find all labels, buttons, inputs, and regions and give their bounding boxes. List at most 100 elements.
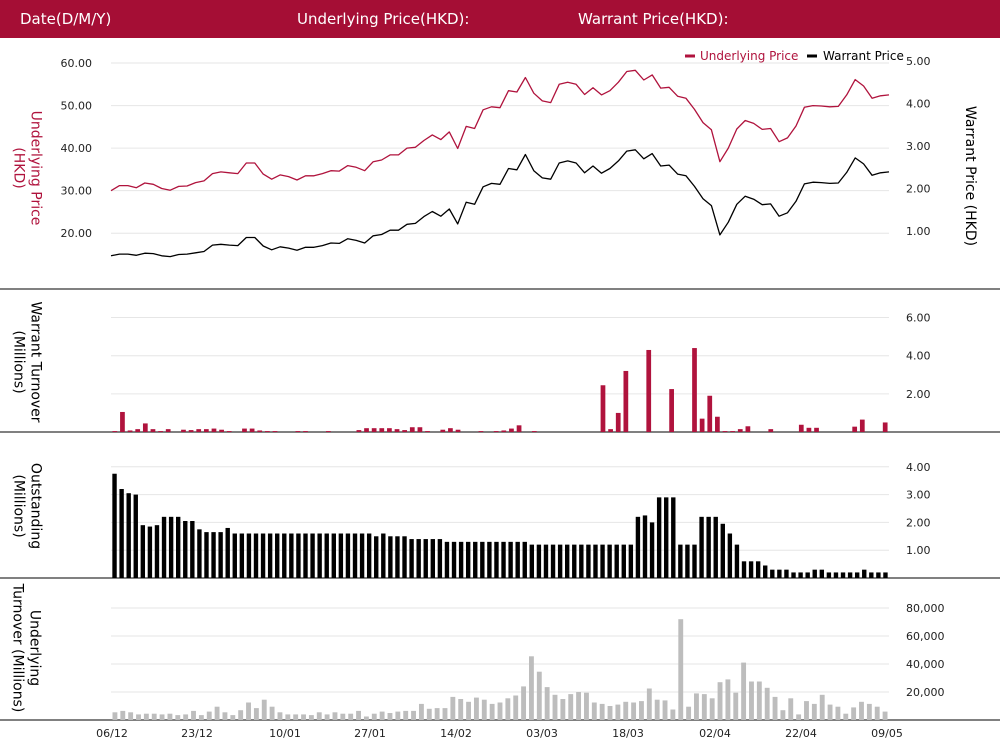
underlying-turnover-bar xyxy=(206,711,212,720)
outstanding-bar xyxy=(748,561,754,578)
header-bar: Date(D/M/Y) Underlying Price(HKD): Warra… xyxy=(0,0,1000,38)
x-tick-label: 02/04 xyxy=(699,727,731,740)
outstanding-bar xyxy=(246,533,252,578)
warrant-turnover-bar xyxy=(730,431,735,432)
underlying-turnover-bar xyxy=(434,708,440,720)
y-tick-label: 20,000 xyxy=(906,686,945,699)
underlying-turnover-bar xyxy=(733,692,739,720)
warrant-turnover-bar xyxy=(806,427,812,432)
outstanding-bar xyxy=(388,536,393,578)
y-left-tick-label: 30.00 xyxy=(61,185,93,198)
outstanding-bar xyxy=(480,541,485,578)
outstanding-bar xyxy=(374,536,379,578)
outstanding-bar xyxy=(557,544,563,578)
outstanding-bar xyxy=(275,533,280,578)
outstanding-bar xyxy=(352,533,358,578)
underlying-turnover-bar xyxy=(261,699,267,720)
warrant-turnover-bar xyxy=(142,423,148,432)
underlying-turnover-bar xyxy=(308,715,314,720)
underlying-turnover-bar xyxy=(631,702,637,720)
underlying-turnover-bar xyxy=(175,715,181,720)
warrant-turnover-bar xyxy=(249,428,255,432)
outstanding-bar xyxy=(741,561,747,578)
underlying-turnover-bar xyxy=(576,692,582,720)
warrant-chart: 20.00 30.00 40.00 50.00 60.00 1.00 2.00 3.00 4.0… xyxy=(0,49,1000,740)
outstanding-bar xyxy=(847,572,853,578)
outstanding-bar xyxy=(253,533,259,578)
warrant-turnover-bar xyxy=(417,427,423,432)
y-tick-label: 40,000 xyxy=(906,658,945,671)
warrant-turnover-bar xyxy=(158,431,163,432)
underlying-turnover-bar xyxy=(584,692,589,720)
warrant-turnover-bar xyxy=(745,426,751,432)
outstanding-bar xyxy=(727,533,733,578)
warrant-turnover-bar xyxy=(715,416,720,432)
y-right-tick-label: 1.00 xyxy=(906,225,931,238)
outstanding-bar xyxy=(154,525,160,578)
underlying-turnover-bar xyxy=(356,710,361,720)
underlying-turnover-bar xyxy=(717,682,723,720)
underlying-turnover-bar xyxy=(332,712,338,720)
outstanding-bar xyxy=(119,489,124,578)
outstanding-bar xyxy=(543,544,549,578)
underlying-turnover-bar xyxy=(473,697,479,720)
underlying-turnover-bar xyxy=(371,713,377,720)
outstanding-bar xyxy=(359,533,365,578)
underlying-turnover-bar xyxy=(843,713,849,720)
underlying-turnover-bar xyxy=(143,713,149,720)
outstanding-bar xyxy=(112,473,117,578)
outstanding-bar xyxy=(395,536,400,578)
underlying-turnover-bar xyxy=(222,712,228,720)
outstanding-bar xyxy=(854,572,860,578)
warrant-turnover-bar xyxy=(165,429,171,432)
outstanding-bar xyxy=(586,544,591,578)
underlying-turnover-bar xyxy=(301,714,306,720)
warrant-turnover-bar xyxy=(135,429,141,432)
x-tick-label: 14/02 xyxy=(440,727,472,740)
warrant-turnover-bar xyxy=(219,429,224,432)
x-tick-label: 22/04 xyxy=(785,727,817,740)
y-left-tick-label: 20.00 xyxy=(61,227,93,240)
warrant-turnover-bar xyxy=(814,427,819,432)
underlying-turnover-bar xyxy=(560,699,566,720)
x-tick-label: 03/03 xyxy=(526,727,558,740)
warrant-turnover-bar xyxy=(371,428,377,432)
outstanding-bar xyxy=(819,569,825,578)
warrant-turnover-bar xyxy=(623,370,629,432)
underlying-turnover-bar xyxy=(646,688,652,720)
warrant-turnover-bar xyxy=(722,431,728,432)
warrant-turnover-bar xyxy=(364,428,369,432)
outstanding-bar xyxy=(642,515,648,578)
outstanding-bar xyxy=(656,497,662,578)
underlying-turnover-bar xyxy=(191,710,196,720)
warrant-turnover-bar xyxy=(211,428,217,432)
underlying-turnover-bar xyxy=(529,656,534,720)
y-tick-label: 2.00 xyxy=(906,388,931,401)
underlying-turnover-bar xyxy=(819,694,825,720)
underlying-turnover-bar xyxy=(505,698,511,720)
warrant-turnover-bar xyxy=(798,424,804,432)
y-right-tick-label: 5.00 xyxy=(906,55,931,68)
outstanding-bar xyxy=(770,569,775,578)
x-tick-label: 09/05 xyxy=(871,727,903,740)
underlying-turnover-bar xyxy=(285,714,291,720)
underlying-turnover-bar xyxy=(230,715,236,720)
underlying-turnover-bar xyxy=(253,708,259,720)
outstanding-bar xyxy=(614,544,619,578)
outstanding-bar xyxy=(204,532,209,578)
outstanding-bar xyxy=(805,572,810,578)
outstanding-bar xyxy=(458,541,464,578)
outstanding-bar xyxy=(579,544,584,578)
outstanding-bar xyxy=(437,539,443,578)
warrant-turnover-bar xyxy=(501,430,507,432)
outstanding-bar xyxy=(713,516,718,578)
outstanding-bar xyxy=(833,572,839,578)
underlying-turnover-bar xyxy=(411,710,416,720)
underlying-price-label: Underlying Price(HKD): xyxy=(297,10,470,28)
underlying-turnover-bar xyxy=(859,701,864,720)
outstanding-bar xyxy=(168,516,174,578)
warrant-turnover-bar xyxy=(203,429,209,432)
warrant-turnover-bar xyxy=(257,430,263,432)
warrant-turnover-bar xyxy=(409,427,415,432)
y-left-axis-title: Underlying Price(HKD) xyxy=(11,111,44,226)
